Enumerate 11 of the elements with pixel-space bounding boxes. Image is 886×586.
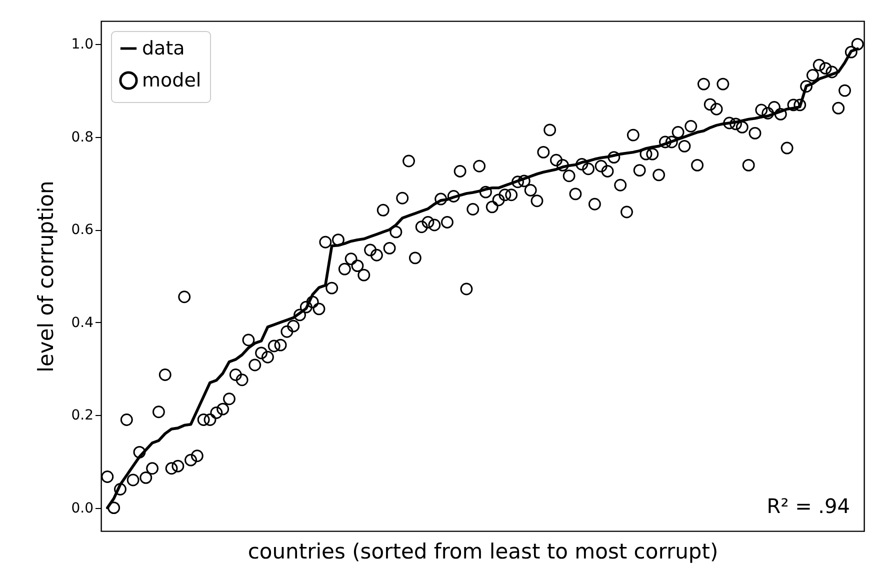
x-axis-title: countries (sorted from least to most corrupt) [248, 540, 718, 564]
y-tick-label: 0.2 [71, 408, 94, 424]
legend-label: data [142, 38, 185, 60]
annotation: R² = .94 [766, 494, 850, 518]
y-tick-label: 0.6 [71, 222, 94, 238]
legend-label: model [142, 70, 202, 92]
y-tick-label: 0.4 [71, 314, 94, 331]
y-tick-label: 0.0 [71, 500, 94, 516]
y-tick-label: 0.8 [71, 129, 94, 146]
y-tick-label: 1.0 [71, 36, 94, 53]
y-axis-title: level of corruption [34, 180, 58, 372]
